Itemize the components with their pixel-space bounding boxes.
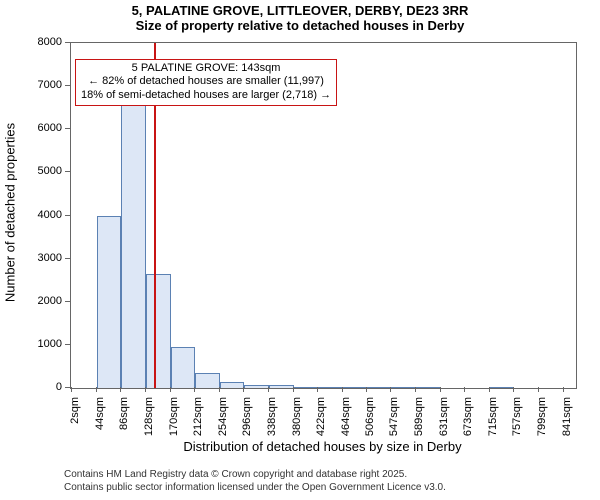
x-tick-mark — [293, 387, 294, 392]
histogram-bar — [220, 382, 245, 388]
y-axis-label: Number of detached properties — [3, 112, 18, 312]
x-tick-label: 757sqm — [511, 397, 523, 497]
x-tick-mark — [71, 387, 72, 392]
x-tick-label: 464sqm — [340, 397, 352, 497]
plot-area: 5 PALATINE GROVE: 143sqm← 82% of detache… — [70, 42, 577, 389]
histogram-bar — [121, 103, 146, 388]
x-tick-mark — [268, 387, 269, 392]
annotation-line-3: 18% of semi-detached houses are larger (… — [81, 89, 331, 103]
y-tick-label: 5000 — [30, 165, 62, 177]
x-tick-label: 841sqm — [561, 397, 573, 497]
histogram-bar — [367, 387, 392, 388]
x-tick-label: 715sqm — [487, 397, 499, 497]
x-tick-mark — [145, 387, 146, 392]
histogram-bar — [318, 387, 343, 388]
histogram-bar — [416, 387, 441, 388]
x-tick-mark — [513, 387, 514, 392]
x-tick-mark — [219, 387, 220, 392]
x-tick-label: 128sqm — [143, 397, 155, 497]
x-tick-label: 338sqm — [266, 397, 278, 497]
histogram-bar — [343, 387, 368, 388]
x-tick-label: 506sqm — [364, 397, 376, 497]
x-tick-mark — [243, 387, 244, 392]
annotation-line-1: 5 PALATINE GROVE: 143sqm — [81, 62, 331, 76]
x-tick-mark — [96, 387, 97, 392]
x-tick-mark — [317, 387, 318, 392]
x-tick-label: 44sqm — [94, 397, 106, 497]
histogram-bar — [391, 387, 416, 388]
x-tick-mark — [538, 387, 539, 392]
x-tick-label: 170sqm — [168, 397, 180, 497]
title-line-1: 5, PALATINE GROVE, LITTLEOVER, DERBY, DE… — [0, 4, 600, 19]
histogram-bar — [171, 347, 196, 388]
x-tick-mark — [415, 387, 416, 392]
y-tick-mark — [65, 128, 70, 129]
y-tick-label: 3000 — [30, 252, 62, 264]
y-tick-mark — [65, 344, 70, 345]
histogram-bar — [146, 274, 171, 388]
histogram-bar — [269, 385, 294, 388]
histogram-bar — [195, 373, 220, 388]
y-tick-label: 2000 — [30, 295, 62, 307]
x-tick-label: 631sqm — [438, 397, 450, 497]
x-tick-label: 2sqm — [69, 397, 81, 497]
x-tick-label: 422sqm — [315, 397, 327, 497]
x-tick-mark — [563, 387, 564, 392]
y-tick-label: 6000 — [30, 122, 62, 134]
x-tick-label: 380sqm — [291, 397, 303, 497]
chart-container: 5, PALATINE GROVE, LITTLEOVER, DERBY, DE… — [0, 0, 600, 500]
x-tick-label: 589sqm — [413, 397, 425, 497]
y-tick-label: 4000 — [30, 209, 62, 221]
x-tick-label: 296sqm — [241, 397, 253, 497]
y-tick-mark — [65, 85, 70, 86]
x-tick-mark — [390, 387, 391, 392]
histogram-bar — [490, 387, 515, 388]
x-tick-label: 673sqm — [462, 397, 474, 497]
y-tick-mark — [65, 387, 70, 388]
x-tick-mark — [440, 387, 441, 392]
x-tick-mark — [194, 387, 195, 392]
chart-title: 5, PALATINE GROVE, LITTLEOVER, DERBY, DE… — [0, 4, 600, 34]
x-tick-label: 547sqm — [388, 397, 400, 497]
annotation-box: 5 PALATINE GROVE: 143sqm← 82% of detache… — [75, 59, 337, 106]
histogram-bar — [97, 216, 122, 389]
y-tick-label: 7000 — [30, 79, 62, 91]
histogram-bar — [244, 385, 269, 388]
x-tick-mark — [342, 387, 343, 392]
x-tick-label: 799sqm — [536, 397, 548, 497]
title-line-2: Size of property relative to detached ho… — [0, 19, 600, 34]
x-tick-mark — [120, 387, 121, 392]
y-tick-label: 0 — [30, 381, 62, 393]
x-tick-mark — [489, 387, 490, 392]
annotation-line-2: ← 82% of detached houses are smaller (11… — [81, 75, 331, 89]
y-tick-mark — [65, 301, 70, 302]
x-tick-mark — [366, 387, 367, 392]
x-tick-label: 212sqm — [192, 397, 204, 497]
histogram-bar — [294, 387, 319, 388]
x-tick-label: 254sqm — [217, 397, 229, 497]
x-tick-mark — [464, 387, 465, 392]
y-tick-mark — [65, 42, 70, 43]
y-tick-mark — [65, 258, 70, 259]
y-tick-label: 1000 — [30, 338, 62, 350]
x-tick-mark — [170, 387, 171, 392]
y-tick-mark — [65, 171, 70, 172]
y-tick-mark — [65, 215, 70, 216]
y-tick-label: 8000 — [30, 36, 62, 48]
x-tick-label: 86sqm — [118, 397, 130, 497]
